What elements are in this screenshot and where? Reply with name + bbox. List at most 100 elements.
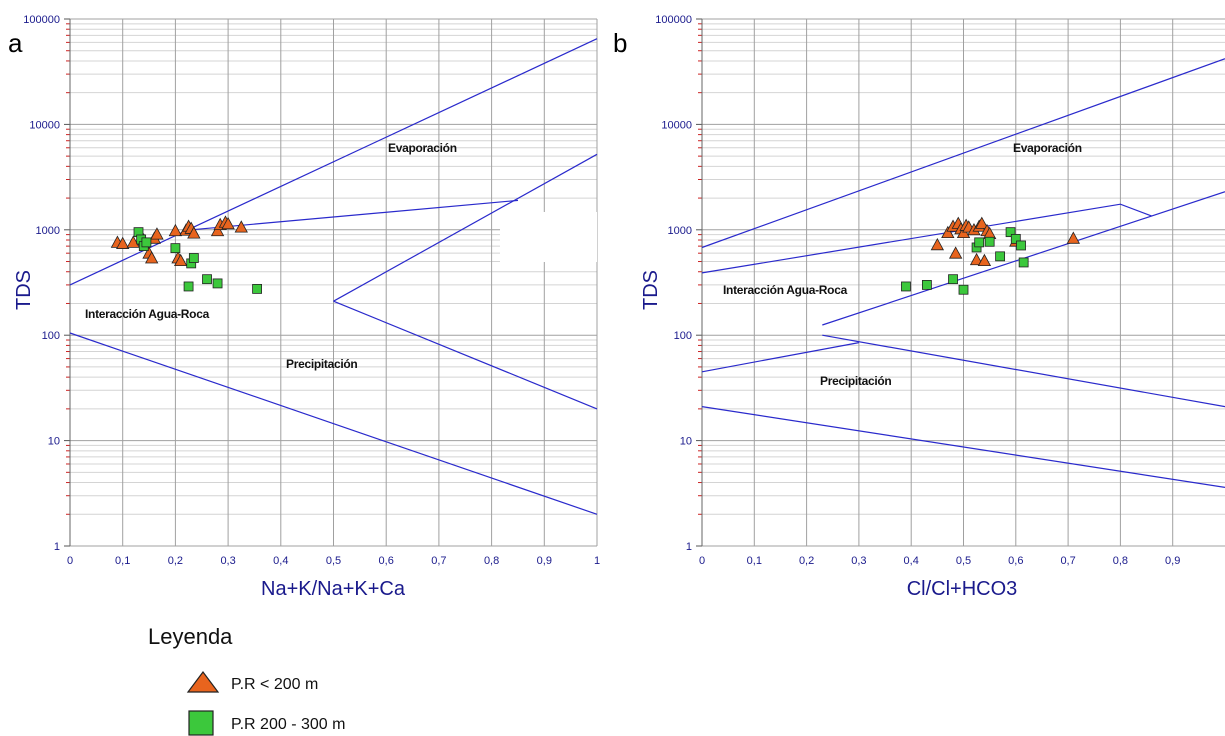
boundary-line <box>333 153 598 302</box>
data-point-square <box>170 243 181 254</box>
x-tick-label: 0,8 <box>1113 555 1128 567</box>
data-point-triangle <box>977 253 992 267</box>
boundary-lines <box>69 38 598 515</box>
boundary-line <box>701 58 1225 249</box>
region-label-precipitation: Precipitación <box>820 374 891 388</box>
y-tick-label: 10 <box>48 436 60 448</box>
boundary-line <box>701 203 1153 274</box>
data-point-triangle <box>221 216 235 230</box>
data-point-triangle <box>210 223 225 237</box>
boundary-line <box>191 199 519 231</box>
y-tick-label: 100000 <box>23 14 60 26</box>
data-point-triangle <box>168 223 183 237</box>
x-tick-label: 0,7 <box>431 555 446 567</box>
data-point-triangle <box>150 227 164 240</box>
axis-ticks: 1 10 100 1000 10000 100000 0 0,1 0,2 0,3 0,4 0,5 0,6… <box>23 14 600 567</box>
x-axis-label: Cl/Cl+HCO3 <box>907 578 1018 600</box>
boundary-line <box>333 300 598 410</box>
y-tick-label: 1 <box>686 541 692 553</box>
legend-item-square: P.R 200 - 300 m <box>188 710 345 736</box>
x-tick-label: 0,3 <box>220 555 235 567</box>
data-point-square <box>984 236 995 247</box>
data-point-square <box>901 281 911 292</box>
x-tick-label: 0,8 <box>484 555 499 567</box>
data-point-square <box>212 278 223 289</box>
data-point-triangle <box>941 225 955 239</box>
y-tick-label: 10000 <box>29 119 60 131</box>
y-axis-label: TDS <box>640 270 662 310</box>
data-point-square <box>995 251 1006 262</box>
data-point-triangle <box>948 246 963 259</box>
region-label-evaporation: Evaporación <box>1013 141 1082 155</box>
x-tick-label: 0,1 <box>115 555 130 567</box>
region-label-evaporation: Evaporación <box>388 141 457 155</box>
x-tick-label: 0,2 <box>799 555 814 567</box>
data-point-square <box>1016 240 1026 251</box>
panel-letter: b <box>613 28 627 58</box>
x-tick-label: 1 <box>594 555 600 567</box>
x-tick-label: 0 <box>699 555 705 567</box>
x-tick-label: 0,4 <box>273 555 288 567</box>
x-tick-label: 0,4 <box>904 555 919 567</box>
data-point-triangle <box>187 226 201 239</box>
chart-panel-b: b 1 10 100 1000 10000 100000 0 0,1 0,2 0,3 0,4 0,5 0… <box>613 14 1225 600</box>
boundary-line <box>701 406 1225 488</box>
data-point-triangle <box>930 238 945 251</box>
y-tick-label: 100 <box>42 330 60 342</box>
data-point-triangle <box>234 220 248 233</box>
triangle-icon <box>186 671 220 693</box>
boundary-line <box>701 342 860 373</box>
data-point-square <box>1018 257 1029 268</box>
data-point-square <box>958 284 969 295</box>
data-point-square <box>202 274 212 285</box>
y-tick-label: 100000 <box>655 14 692 26</box>
x-tick-label: 0,7 <box>1060 555 1075 567</box>
y-tick-label: 1000 <box>668 225 692 237</box>
boundary-line <box>822 334 1225 408</box>
data-point-triangle <box>173 253 188 267</box>
legend-title: Leyenda <box>148 624 233 649</box>
x-tick-label: 0,9 <box>1165 555 1180 567</box>
data-point-triangle <box>1066 231 1081 244</box>
plot-grid <box>64 18 598 547</box>
chart-panel-a: a 1 10 100 1000 10000 100000 0 0,1 0,2 0,3 0,4 0,5 0… <box>8 14 600 600</box>
data-point-triangle <box>116 236 130 249</box>
data-point-square <box>921 280 932 290</box>
y-tick-label: 1000 <box>36 225 60 237</box>
x-tick-label: 0,2 <box>168 555 183 567</box>
x-tick-label: 0 <box>67 555 73 567</box>
data-point-square <box>974 237 985 248</box>
x-tick-label: 0,5 <box>326 555 341 567</box>
region-label-precipitation: Precipitación <box>286 357 357 371</box>
data-point-triangle <box>969 252 984 266</box>
data-points <box>110 215 262 294</box>
panel-letter: a <box>8 28 23 58</box>
y-tick-label: 10 <box>680 436 692 448</box>
x-tick-label: 0,1 <box>747 555 762 567</box>
axis-ticks: 1 10 100 1000 10000 100000 0 0,1 0,2 0,3 0,4 0,5 0,6… <box>655 14 1180 567</box>
data-points <box>901 216 1081 295</box>
legend-item-triangle: P.R < 200 m <box>186 671 318 693</box>
chart-legend: Leyenda P.R < 200 m P.R 200 - 300 m <box>148 624 345 736</box>
grid-gap <box>500 212 597 262</box>
y-tick-label: 10000 <box>661 119 692 131</box>
x-tick-label: 0,6 <box>379 555 394 567</box>
square-icon <box>188 710 214 736</box>
x-tick-label: 0,5 <box>956 555 971 567</box>
y-axis-label: TDS <box>13 270 35 310</box>
x-axis-label: Na+K/Na+K+Ca <box>261 578 406 600</box>
x-tick-label: 0,9 <box>537 555 552 567</box>
data-point-square <box>1005 227 1016 238</box>
x-tick-label: 0,3 <box>851 555 866 567</box>
data-point-square <box>252 283 262 294</box>
y-tick-label: 1 <box>54 541 60 553</box>
data-point-square <box>188 253 199 263</box>
data-point-square <box>141 237 152 248</box>
legend-item-label: P.R < 200 m <box>231 676 318 693</box>
region-label-rock-interaction: Interacción Agua-Roca <box>723 283 848 297</box>
boundary-line <box>69 332 598 515</box>
data-point-triangle <box>975 216 989 229</box>
data-point-square <box>948 274 958 285</box>
boundary-line <box>69 38 598 286</box>
